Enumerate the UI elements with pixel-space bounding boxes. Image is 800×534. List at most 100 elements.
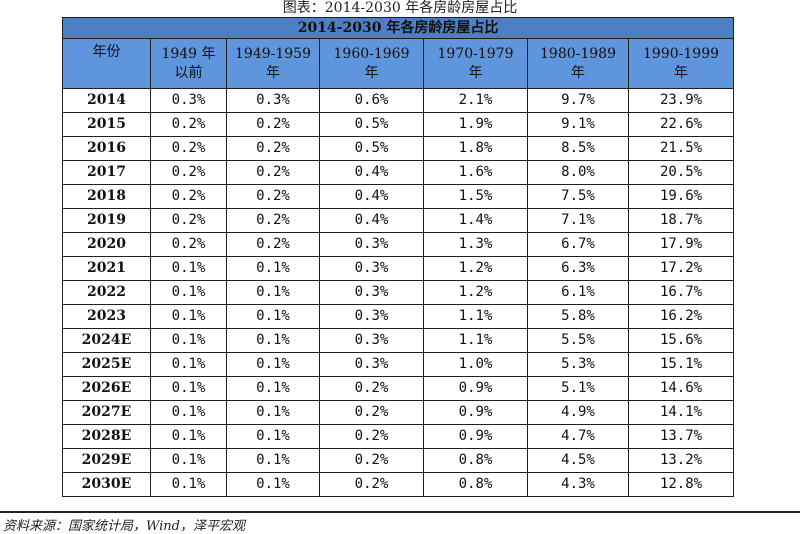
table-row: 2024E 0.1% 0.1% 0.3% 1.1% 5.5% 15.6% xyxy=(62,328,735,353)
table-row: 2025E 0.1% 0.1% 0.3% 1.0% 5.3% 15.1% xyxy=(62,352,735,377)
share-value-cell: 0.5% xyxy=(319,136,424,161)
share-value-cell: 1.4% xyxy=(423,208,528,233)
source-note: 资料来源：国家统计局，Wind，泽平宏观 xyxy=(3,519,245,534)
row-year-cell: 2024E xyxy=(62,328,151,353)
bottom-divider xyxy=(0,511,800,513)
table-row: 2014 0.3% 0.3% 0.6% 2.1% 9.7% 23.9% xyxy=(62,88,735,113)
share-value-cell: 0.9% xyxy=(423,424,528,449)
share-value-cell: 1.2% xyxy=(423,280,528,305)
share-value-cell: 8.0% xyxy=(527,160,629,185)
row-year-cell: 2028E xyxy=(62,424,151,449)
table-row: 2017 0.2% 0.2% 0.4% 1.6% 8.0% 20.5% xyxy=(62,160,735,185)
table-row: 2030E 0.1% 0.1% 0.2% 0.8% 4.3% 12.8% xyxy=(62,472,735,497)
share-value-cell: 0.4% xyxy=(319,184,424,209)
table-row: 2026E 0.1% 0.1% 0.2% 0.9% 5.1% 14.6% xyxy=(62,376,735,401)
column-header-period: 1949 年以前 xyxy=(150,38,227,89)
row-year-cell: 2018 xyxy=(62,184,151,209)
share-value-cell: 7.5% xyxy=(527,184,629,209)
share-value-cell: 1.5% xyxy=(423,184,528,209)
share-value-cell: 15.6% xyxy=(627,328,735,353)
row-year-cell: 2015 xyxy=(62,112,151,137)
row-year-cell: 2030E xyxy=(62,472,151,497)
row-year-cell: 2027E xyxy=(62,400,151,425)
column-header-year: 年份 xyxy=(62,38,151,89)
share-value-cell: 0.2% xyxy=(319,400,424,425)
share-value-cell: 21.5% xyxy=(627,136,735,161)
table-title-row: 2014-2030 年各房龄房屋占比 xyxy=(61,17,735,39)
share-value-cell: 0.1% xyxy=(226,424,320,449)
share-value-cell: 12.8% xyxy=(627,472,735,497)
share-value-cell: 7.1% xyxy=(527,208,629,233)
table-body: 2014 0.3% 0.3% 0.6% 2.1% 9.7% 23.9% 2015 0.2% 0.2… xyxy=(62,88,735,497)
share-value-cell: 4.5% xyxy=(527,448,629,473)
share-value-cell: 0.2% xyxy=(319,472,424,497)
share-value-cell: 0.2% xyxy=(150,136,227,161)
share-value-cell: 0.4% xyxy=(319,208,424,233)
share-value-cell: 1.1% xyxy=(423,304,528,329)
column-header-period: 1990-1999 年 xyxy=(627,38,735,89)
share-value-cell: 13.2% xyxy=(627,448,735,473)
share-value-cell: 0.1% xyxy=(226,304,320,329)
share-value-cell: 5.1% xyxy=(527,376,629,401)
table-row: 2020 0.2% 0.2% 0.3% 1.3% 6.7% 17.9% xyxy=(62,232,735,257)
share-value-cell: 13.7% xyxy=(627,424,735,449)
share-value-cell: 20.5% xyxy=(627,160,735,185)
share-value-cell: 0.3% xyxy=(319,256,424,281)
share-value-cell: 0.8% xyxy=(423,472,528,497)
share-value-cell: 0.5% xyxy=(319,112,424,137)
share-value-cell: 2.1% xyxy=(423,88,528,113)
share-value-cell: 1.6% xyxy=(423,160,528,185)
share-value-cell: 0.2% xyxy=(226,112,320,137)
data-table-container: 2014-2030 年各房龄房屋占比 年份 1949 年以前 1949-1959 年 1… xyxy=(61,17,735,497)
share-value-cell: 0.1% xyxy=(226,448,320,473)
share-value-cell: 1.3% xyxy=(423,232,528,257)
share-value-cell: 0.1% xyxy=(150,376,227,401)
share-value-cell: 0.3% xyxy=(319,328,424,353)
share-value-cell: 1.2% xyxy=(423,256,528,281)
figure-caption: 图表：2014-2030 年各房龄房屋占比 xyxy=(282,0,518,16)
share-value-cell: 16.2% xyxy=(627,304,735,329)
row-year-cell: 2014 xyxy=(62,88,151,113)
share-value-cell: 0.3% xyxy=(226,88,320,113)
share-value-cell: 0.1% xyxy=(150,400,227,425)
share-value-cell: 14.6% xyxy=(627,376,735,401)
row-year-cell: 2022 xyxy=(62,280,151,305)
share-value-cell: 0.9% xyxy=(423,376,528,401)
share-value-cell: 14.1% xyxy=(627,400,735,425)
share-value-cell: 0.1% xyxy=(150,256,227,281)
share-value-cell: 0.2% xyxy=(150,232,227,257)
share-value-cell: 5.5% xyxy=(527,328,629,353)
share-value-cell: 0.2% xyxy=(319,376,424,401)
column-header-row: 年份 1949 年以前 1949-1959 年 1960-1969 年 1970-1979 年… xyxy=(62,38,735,89)
column-header-period: 1949-1959 年 xyxy=(226,38,320,89)
share-value-cell: 0.1% xyxy=(150,328,227,353)
row-year-cell: 2020 xyxy=(62,232,151,257)
row-year-cell: 2017 xyxy=(62,160,151,185)
share-value-cell: 0.9% xyxy=(423,400,528,425)
share-value-cell: 17.9% xyxy=(627,232,735,257)
share-value-cell: 0.2% xyxy=(226,208,320,233)
share-value-cell: 0.1% xyxy=(226,328,320,353)
share-value-cell: 5.3% xyxy=(527,352,629,377)
row-year-cell: 2016 xyxy=(62,136,151,161)
share-value-cell: 1.1% xyxy=(423,328,528,353)
share-value-cell: 0.6% xyxy=(319,88,424,113)
share-value-cell: 5.8% xyxy=(527,304,629,329)
share-value-cell: 0.1% xyxy=(226,400,320,425)
share-value-cell: 0.3% xyxy=(150,88,227,113)
share-value-cell: 0.2% xyxy=(150,112,227,137)
share-value-cell: 0.3% xyxy=(319,352,424,377)
table-row: 2023 0.1% 0.1% 0.3% 1.1% 5.8% 16.2% xyxy=(62,304,735,329)
share-value-cell: 6.3% xyxy=(527,256,629,281)
column-header-period: 1980-1989 年 xyxy=(527,38,629,89)
share-value-cell: 0.2% xyxy=(319,448,424,473)
row-year-cell: 2026E xyxy=(62,376,151,401)
column-header-period: 1970-1979 年 xyxy=(423,38,528,89)
share-value-cell: 1.8% xyxy=(423,136,528,161)
table-row: 2021 0.1% 0.1% 0.3% 1.2% 6.3% 17.2% xyxy=(62,256,735,281)
share-value-cell: 1.0% xyxy=(423,352,528,377)
share-value-cell: 0.3% xyxy=(319,304,424,329)
share-value-cell: 8.5% xyxy=(527,136,629,161)
share-value-cell: 0.2% xyxy=(226,232,320,257)
share-value-cell: 0.1% xyxy=(150,424,227,449)
